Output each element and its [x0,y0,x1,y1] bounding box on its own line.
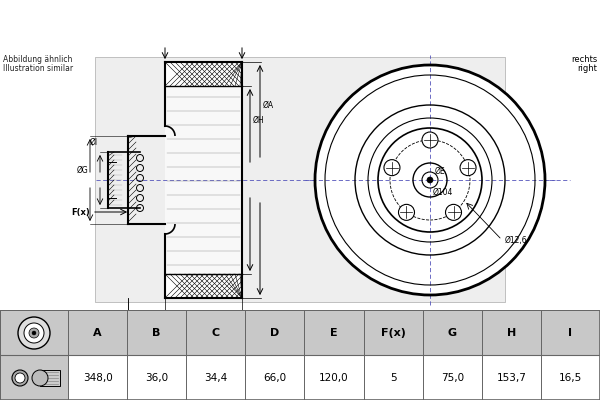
Bar [127,310,186,355]
Text: 120,0: 120,0 [319,373,349,383]
Circle shape [29,328,39,338]
Circle shape [427,177,433,183]
Text: 5: 5 [390,373,397,383]
Text: A: A [93,328,102,338]
Text: Illustration similar: Illustration similar [3,64,73,73]
Text: 16,5: 16,5 [559,373,582,383]
Text: 153,7: 153,7 [496,373,526,383]
Circle shape [398,204,415,220]
Text: E: E [330,328,338,338]
Text: ØG: ØG [76,166,88,174]
Bar [95,57,505,302]
Bar [186,355,245,400]
Circle shape [422,132,438,148]
Bar [364,355,422,400]
Text: rechts: rechts [571,55,597,64]
Text: D: D [270,328,280,338]
Text: 66,0: 66,0 [263,373,286,383]
Text: G: G [448,328,457,338]
Text: B: B [143,320,149,329]
Text: ØI: ØI [90,138,98,146]
Bar [68,355,127,400]
Bar [541,310,600,355]
Text: I: I [568,328,572,338]
Circle shape [15,373,25,383]
Bar [482,355,541,400]
Circle shape [32,370,48,386]
Text: H: H [507,328,516,338]
Circle shape [315,65,545,295]
Bar [68,310,127,355]
Bar [245,310,304,355]
Text: 36,0: 36,0 [145,373,168,383]
Bar [482,310,541,355]
Text: D: D [125,334,131,343]
Bar [165,86,242,274]
Text: Ø12,6: Ø12,6 [505,236,527,244]
Bar [0,310,68,355]
Text: B: B [152,328,161,338]
Bar [422,355,482,400]
Text: ØH: ØH [253,116,265,124]
Circle shape [446,204,461,220]
Text: Ø104: Ø104 [433,188,454,196]
Bar [245,355,304,400]
Circle shape [32,331,36,335]
Bar [0,355,68,400]
Circle shape [384,160,400,176]
Text: right: right [577,64,597,73]
Bar [541,355,600,400]
Text: F(x): F(x) [380,328,406,338]
Circle shape [24,323,44,343]
Circle shape [18,317,50,349]
Bar [304,355,364,400]
Text: 24.0136-0114.2   436114: 24.0136-0114.2 436114 [154,15,446,35]
Text: ØE: ØE [435,166,446,176]
Text: 348,0: 348,0 [83,373,112,383]
Text: 34,4: 34,4 [204,373,227,383]
Bar [165,274,242,298]
Circle shape [460,160,476,176]
Bar [186,310,245,355]
Bar [127,355,186,400]
Bar [40,370,60,386]
Text: ØA: ØA [263,100,274,110]
Text: C (MTH): C (MTH) [191,320,226,329]
Text: Äte: Äte [355,211,423,245]
Text: C: C [212,328,220,338]
Text: Abbildung ähnlich: Abbildung ähnlich [3,55,73,64]
Circle shape [12,370,28,386]
Text: 75,0: 75,0 [440,373,464,383]
Bar [422,310,482,355]
Bar [364,310,422,355]
Text: F(x): F(x) [71,208,90,216]
Bar [165,62,242,86]
Bar [304,310,364,355]
